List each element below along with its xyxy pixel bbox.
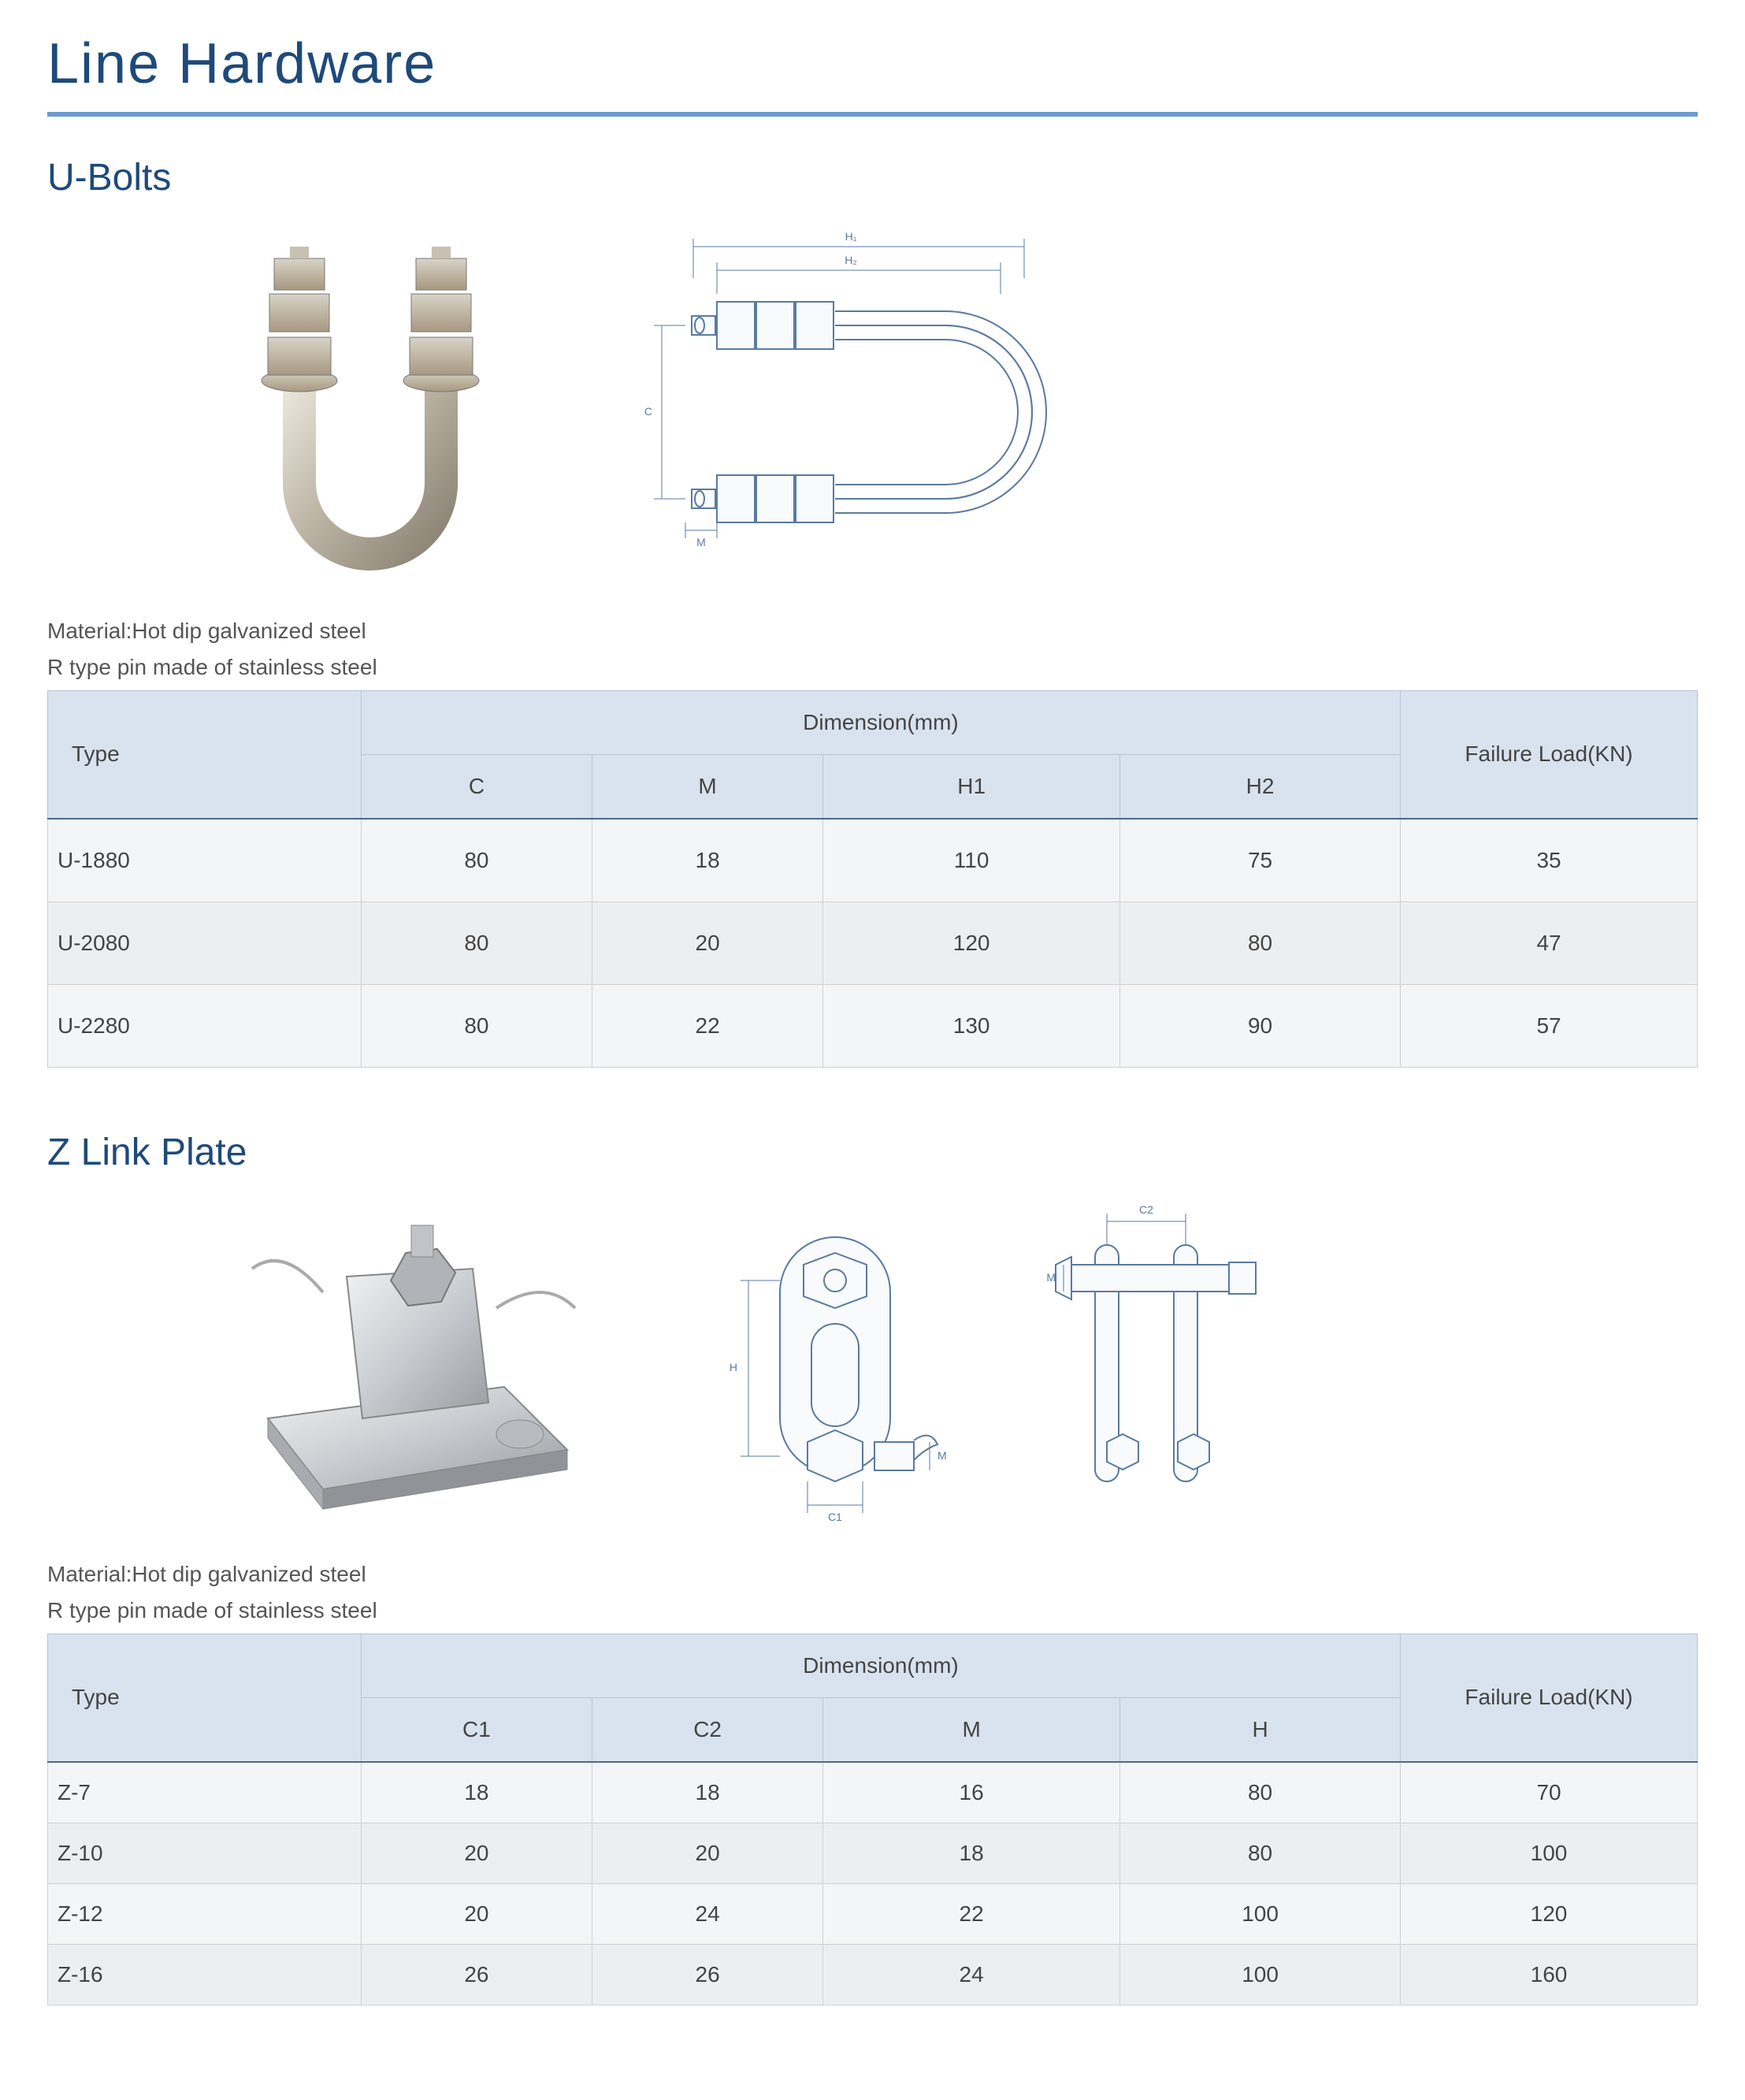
cell: Z-10 xyxy=(48,1823,362,1883)
table-row: U-2280 80 22 130 90 57 xyxy=(48,984,1698,1067)
th-dimension-group: Dimension(mm) xyxy=(361,1634,1400,1697)
th-failure: Failure Load(KN) xyxy=(1401,690,1698,819)
th-type: Type xyxy=(48,1634,362,1762)
th-h: H xyxy=(1120,1697,1401,1762)
ubolts-diagram: H₁ H₂ C M xyxy=(599,215,1087,593)
cell: Z-16 xyxy=(48,1944,362,2005)
svg-text:C: C xyxy=(644,405,652,418)
zlink-material-1: Material:Hot dip galvanized steel xyxy=(47,1560,1698,1589)
ubolts-table: Type Dimension(mm) Failure Load(KN) C M … xyxy=(47,690,1698,1068)
table-row: Z-12 20 24 22 100 120 xyxy=(48,1883,1698,1944)
cell: Z-12 xyxy=(48,1883,362,1944)
ubolts-material-2: R type pin made of stainless steel xyxy=(47,653,1698,682)
th-h2: H2 xyxy=(1120,754,1401,819)
zlink-material-2: R type pin made of stainless steel xyxy=(47,1596,1698,1625)
cell: 120 xyxy=(823,901,1120,984)
section-title-ubolts: U-Bolts xyxy=(47,156,1698,199)
cell: U-2080 xyxy=(48,901,362,984)
cell: 18 xyxy=(592,1762,823,1823)
th-dimension-group: Dimension(mm) xyxy=(361,690,1400,754)
table-row: U-2080 80 20 120 80 47 xyxy=(48,901,1698,984)
cell: U-1880 xyxy=(48,819,362,902)
cell: 24 xyxy=(823,1944,1120,2005)
cell: 18 xyxy=(361,1762,592,1823)
cell: 100 xyxy=(1120,1944,1401,2005)
table-row: Z-7 18 18 16 80 70 xyxy=(48,1762,1698,1823)
th-m: M xyxy=(823,1697,1120,1762)
th-c2: C2 xyxy=(592,1697,823,1762)
cell: 80 xyxy=(1120,1762,1401,1823)
cell: 20 xyxy=(361,1883,592,1944)
table-row: U-1880 80 18 110 75 35 xyxy=(48,819,1698,902)
cell: 130 xyxy=(823,984,1120,1067)
cell: 47 xyxy=(1401,901,1698,984)
zlink-figures: H C1 M C2 M xyxy=(47,1190,1698,1537)
th-c1: C1 xyxy=(361,1697,592,1762)
cell: 120 xyxy=(1401,1883,1698,1944)
zlink-table: Type Dimension(mm) Failure Load(KN) C1 C… xyxy=(47,1634,1698,2005)
cell: 80 xyxy=(361,819,592,902)
svg-text:M: M xyxy=(937,1449,947,1462)
zlink-diagram: H C1 M C2 M xyxy=(678,1190,1292,1537)
svg-text:C1: C1 xyxy=(828,1511,842,1523)
cell: 20 xyxy=(592,1823,823,1883)
th-failure: Failure Load(KN) xyxy=(1401,1634,1698,1762)
cell: 22 xyxy=(592,984,823,1067)
cell: 100 xyxy=(1120,1883,1401,1944)
section-title-zlink: Z Link Plate xyxy=(47,1131,1698,1174)
cell: 160 xyxy=(1401,1944,1698,2005)
cell: 80 xyxy=(361,984,592,1067)
cell: 35 xyxy=(1401,819,1698,902)
title-rule xyxy=(47,112,1698,117)
svg-text:M: M xyxy=(1046,1271,1056,1284)
zlink-photo xyxy=(205,1198,614,1529)
page-title: Line Hardware xyxy=(47,32,1698,96)
cell: 80 xyxy=(1120,1823,1401,1883)
svg-text:M: M xyxy=(696,536,706,548)
svg-text:H₂: H₂ xyxy=(845,254,857,266)
cell: 90 xyxy=(1120,984,1401,1067)
cell: 24 xyxy=(592,1883,823,1944)
cell: 20 xyxy=(592,901,823,984)
cell: 100 xyxy=(1401,1823,1698,1883)
cell: 20 xyxy=(361,1823,592,1883)
svg-text:H₁: H₁ xyxy=(845,230,857,243)
th-type: Type xyxy=(48,690,362,819)
cell: 18 xyxy=(823,1823,1120,1883)
svg-text:C2: C2 xyxy=(1139,1203,1153,1216)
cell: 75 xyxy=(1120,819,1401,902)
cell: U-2280 xyxy=(48,984,362,1067)
cell: 18 xyxy=(592,819,823,902)
cell: 80 xyxy=(1120,901,1401,984)
ubolts-material-1: Material:Hot dip galvanized steel xyxy=(47,617,1698,645)
cell: 26 xyxy=(592,1944,823,2005)
cell: 22 xyxy=(823,1883,1120,1944)
svg-text:H: H xyxy=(730,1361,737,1373)
ubolts-photo xyxy=(205,215,536,593)
cell: 80 xyxy=(361,901,592,984)
cell: 26 xyxy=(361,1944,592,2005)
cell: Z-7 xyxy=(48,1762,362,1823)
table-row: Z-10 20 20 18 80 100 xyxy=(48,1823,1698,1883)
cell: 57 xyxy=(1401,984,1698,1067)
cell: 70 xyxy=(1401,1762,1698,1823)
th-h1: H1 xyxy=(823,754,1120,819)
th-c: C xyxy=(361,754,592,819)
th-m: M xyxy=(592,754,823,819)
cell: 110 xyxy=(823,819,1120,902)
table-row: Z-16 26 26 24 100 160 xyxy=(48,1944,1698,2005)
cell: 16 xyxy=(823,1762,1120,1823)
ubolts-figures: H₁ H₂ C M xyxy=(47,215,1698,593)
